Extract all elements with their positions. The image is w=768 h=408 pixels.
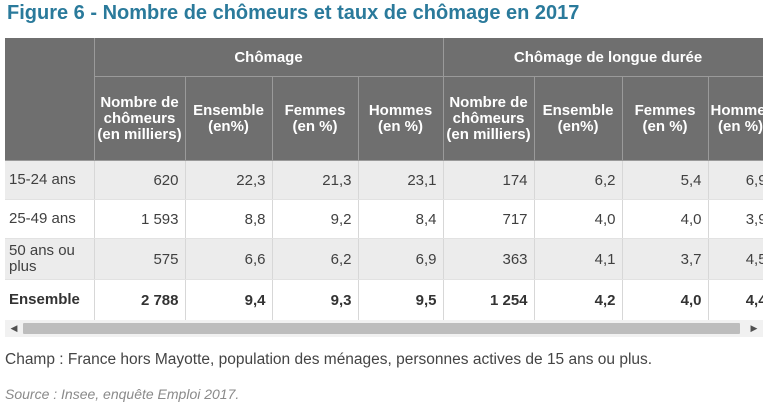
- table-cell: 6,2: [534, 160, 623, 200]
- table-cell: 174: [443, 160, 535, 200]
- scroll-right-icon[interactable]: ▶: [750, 323, 758, 333]
- col-header-ensemble: Ensemble (en%): [185, 76, 273, 161]
- col-header-hommes-longue: Hommes (en %): [708, 76, 763, 161]
- table-cell: 23,1: [358, 160, 444, 200]
- table-cell: 6,9: [358, 238, 444, 280]
- table-cell: 4,0: [622, 279, 709, 320]
- data-table: Chômage Chômage de longue durée Nombre d…: [5, 38, 763, 320]
- row-label: 25-49 ans: [5, 199, 95, 239]
- table-row: 25-49 ans 1 593 8,8 9,2 8,4 717 4,0 4,0 …: [5, 199, 763, 239]
- table-cell: 3,9: [708, 199, 763, 239]
- table-cell: 8,4: [358, 199, 444, 239]
- table-cell: 6,9: [708, 160, 763, 200]
- group-header-longue-duree: Chômage de longue durée: [443, 38, 763, 77]
- corner-header-cell: [5, 38, 95, 161]
- table-cell: 5,4: [622, 160, 709, 200]
- table-cell: 22,3: [185, 160, 273, 200]
- table-row-total: Ensemble 2 788 9,4 9,3 9,5 1 254 4,2 4,0…: [5, 279, 763, 320]
- table-row: 15-24 ans 620 22,3 21,3 23,1 174 6,2 5,4…: [5, 160, 763, 200]
- row-label: 50 ans ou plus: [5, 238, 95, 280]
- table-cell: 4,5: [708, 238, 763, 280]
- table-cell: 2 788: [94, 279, 186, 320]
- scope-note: Champ : France hors Mayotte, population …: [5, 351, 653, 368]
- col-header-nombre-longue: Nombre de chômeurs (en milliers): [443, 76, 535, 161]
- table-cell: 4,4: [708, 279, 763, 320]
- table-cell: 1 254: [443, 279, 535, 320]
- table-cell: 3,7: [622, 238, 709, 280]
- table-cell: 4,1: [534, 238, 623, 280]
- table-cell: 9,3: [272, 279, 359, 320]
- col-header-hommes: Hommes (en %): [358, 76, 444, 161]
- scroll-left-icon[interactable]: ◀: [10, 323, 18, 333]
- col-header-ensemble-longue: Ensemble (en%): [534, 76, 623, 161]
- source-note: Source : Insee, enquête Emploi 2017.: [5, 386, 240, 402]
- table-cell: 717: [443, 199, 535, 239]
- table-cell: 1 593: [94, 199, 186, 239]
- table-cell: 6,2: [272, 238, 359, 280]
- table-cell: 9,2: [272, 199, 359, 239]
- table-cell: 4,0: [622, 199, 709, 239]
- table-cell: 6,6: [185, 238, 273, 280]
- col-header-femmes-longue: Femmes (en %): [622, 76, 709, 161]
- row-label: Ensemble: [5, 279, 95, 320]
- scrollbar-thumb[interactable]: [23, 323, 740, 334]
- group-header-chomage: Chômage: [94, 38, 444, 77]
- table-cell: 4,0: [534, 199, 623, 239]
- table-cell: 4,2: [534, 279, 623, 320]
- table-scroll-area[interactable]: Chômage Chômage de longue durée Nombre d…: [5, 38, 763, 320]
- table-row: 50 ans ou plus 575 6,6 6,2 6,9 363 4,1 3…: [5, 238, 763, 280]
- group-header-row: Chômage Chômage de longue durée: [5, 38, 763, 161]
- row-label: 15-24 ans: [5, 160, 95, 200]
- table-cell: 9,5: [358, 279, 444, 320]
- table-cell: 363: [443, 238, 535, 280]
- table-cell: 620: [94, 160, 186, 200]
- table-cell: 21,3: [272, 160, 359, 200]
- table-cell: 575: [94, 238, 186, 280]
- table-cell: 8,8: [185, 199, 273, 239]
- table-cell: 9,4: [185, 279, 273, 320]
- horizontal-scrollbar[interactable]: ◀ ▶: [5, 320, 763, 337]
- figure-title: Figure 6 - Nombre de chômeurs et taux de…: [7, 2, 580, 24]
- sub-header-row: Nombre de chômeurs (en milliers) Ensembl…: [5, 76, 763, 161]
- col-header-nombre: Nombre de chômeurs (en milliers): [94, 76, 186, 161]
- col-header-femmes: Femmes (en %): [272, 76, 359, 161]
